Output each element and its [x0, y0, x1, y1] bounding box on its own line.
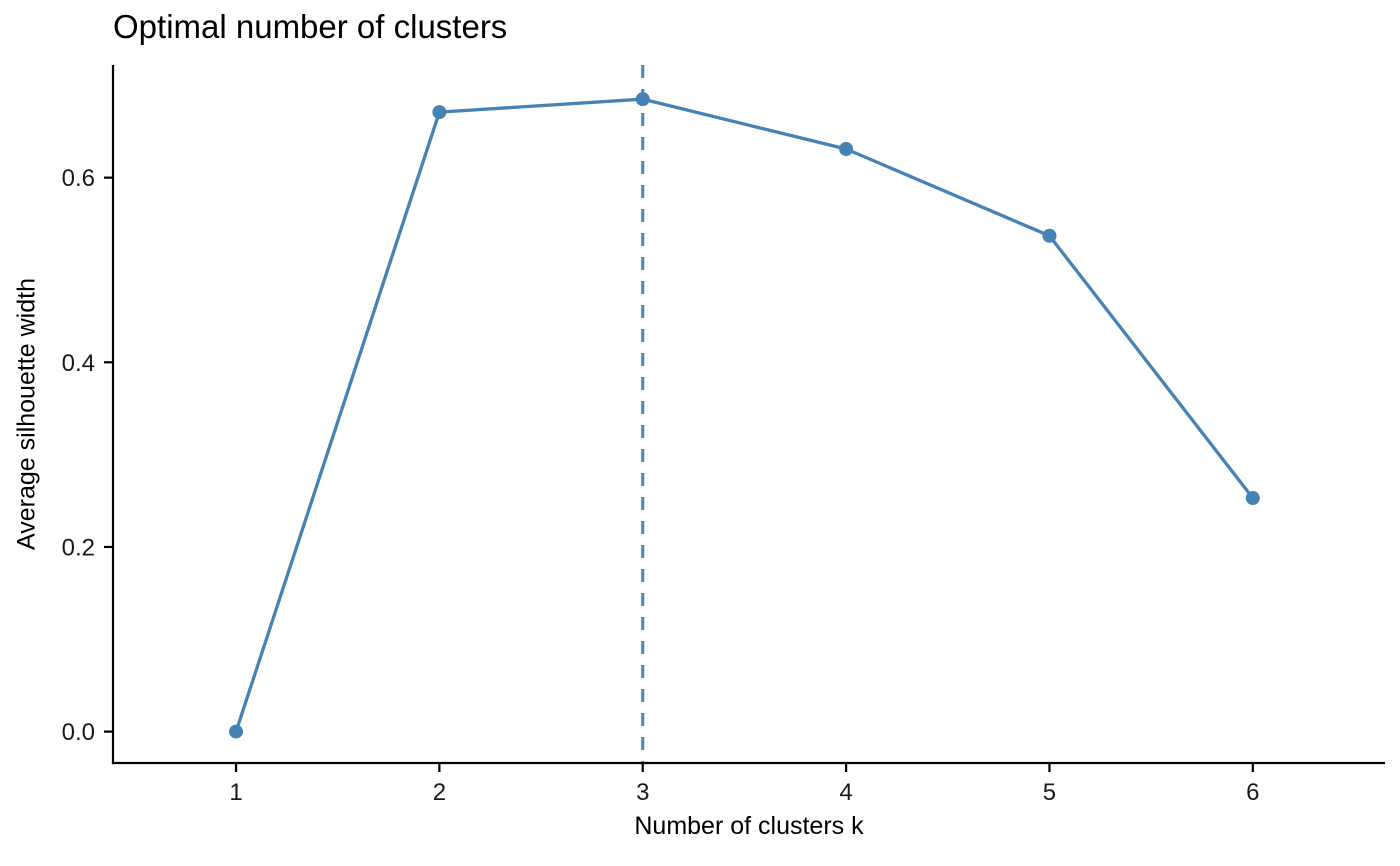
data-point-k3 [635, 92, 650, 107]
chart-title: Optimal number of clusters [113, 8, 508, 45]
data-point-k5 [1042, 228, 1057, 243]
x-tick-label: 1 [229, 779, 242, 806]
x-tick-label: 4 [839, 779, 852, 806]
silhouette-line [234, 97, 1255, 734]
x-tick-label: 2 [433, 779, 446, 806]
x-tick-label: 5 [1043, 779, 1056, 806]
data-point-k4 [839, 142, 854, 157]
data-point-k1 [229, 724, 244, 739]
data-point-k6 [1245, 491, 1260, 506]
x-tick-label: 3 [636, 779, 649, 806]
data-point-k2 [432, 105, 447, 120]
y-tick-label: 0.2 [62, 534, 95, 561]
y-tick-label: 0.6 [62, 165, 95, 192]
y-tick-label: 0.0 [62, 719, 95, 746]
y-tick-label: 0.4 [62, 350, 95, 377]
y-axis-label: Average silhouette width [12, 278, 41, 550]
x-axis-label: Number of clusters k [634, 812, 864, 840]
x-tick-label: 6 [1246, 779, 1259, 806]
